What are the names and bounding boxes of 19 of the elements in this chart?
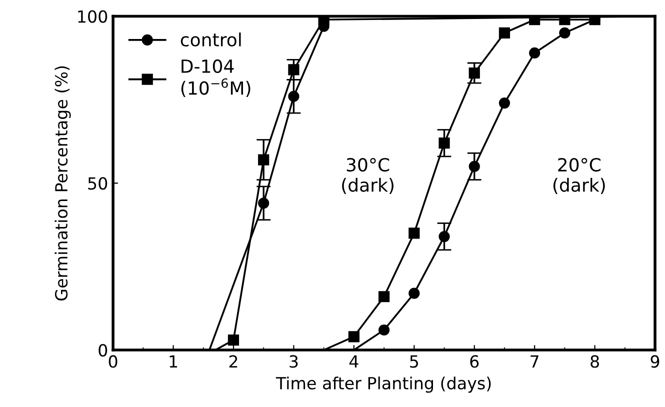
legend-label: D-104 (10$^{−6}$M)	[181, 59, 250, 97]
y-axis-title: Germination Percentage (%)	[54, 66, 71, 300]
x-tick-label: 9	[650, 355, 660, 368]
x-tick-label: 6	[470, 355, 479, 368]
x-tick-label: 0	[108, 355, 118, 368]
y-tick-label: 50	[88, 177, 108, 190]
y-tick-label: 100	[78, 10, 108, 23]
x-tick-label: 5	[410, 355, 418, 368]
legend-label: control	[180, 32, 241, 47]
x-tick-label: 2	[229, 355, 238, 368]
annotation: 30°C (dark)	[342, 158, 394, 194]
x-tick-label: 3	[290, 355, 298, 368]
x-tick-label: 7	[530, 355, 538, 368]
y-tick-label: 0	[98, 344, 108, 357]
x-axis-title: Time after Planting (days)	[276, 376, 491, 393]
x-tick-label: 4	[349, 355, 358, 368]
x-tick-label: 8	[590, 355, 599, 368]
x-tick-label: 1	[170, 355, 178, 368]
annotation: 20°C (dark)	[553, 158, 605, 194]
